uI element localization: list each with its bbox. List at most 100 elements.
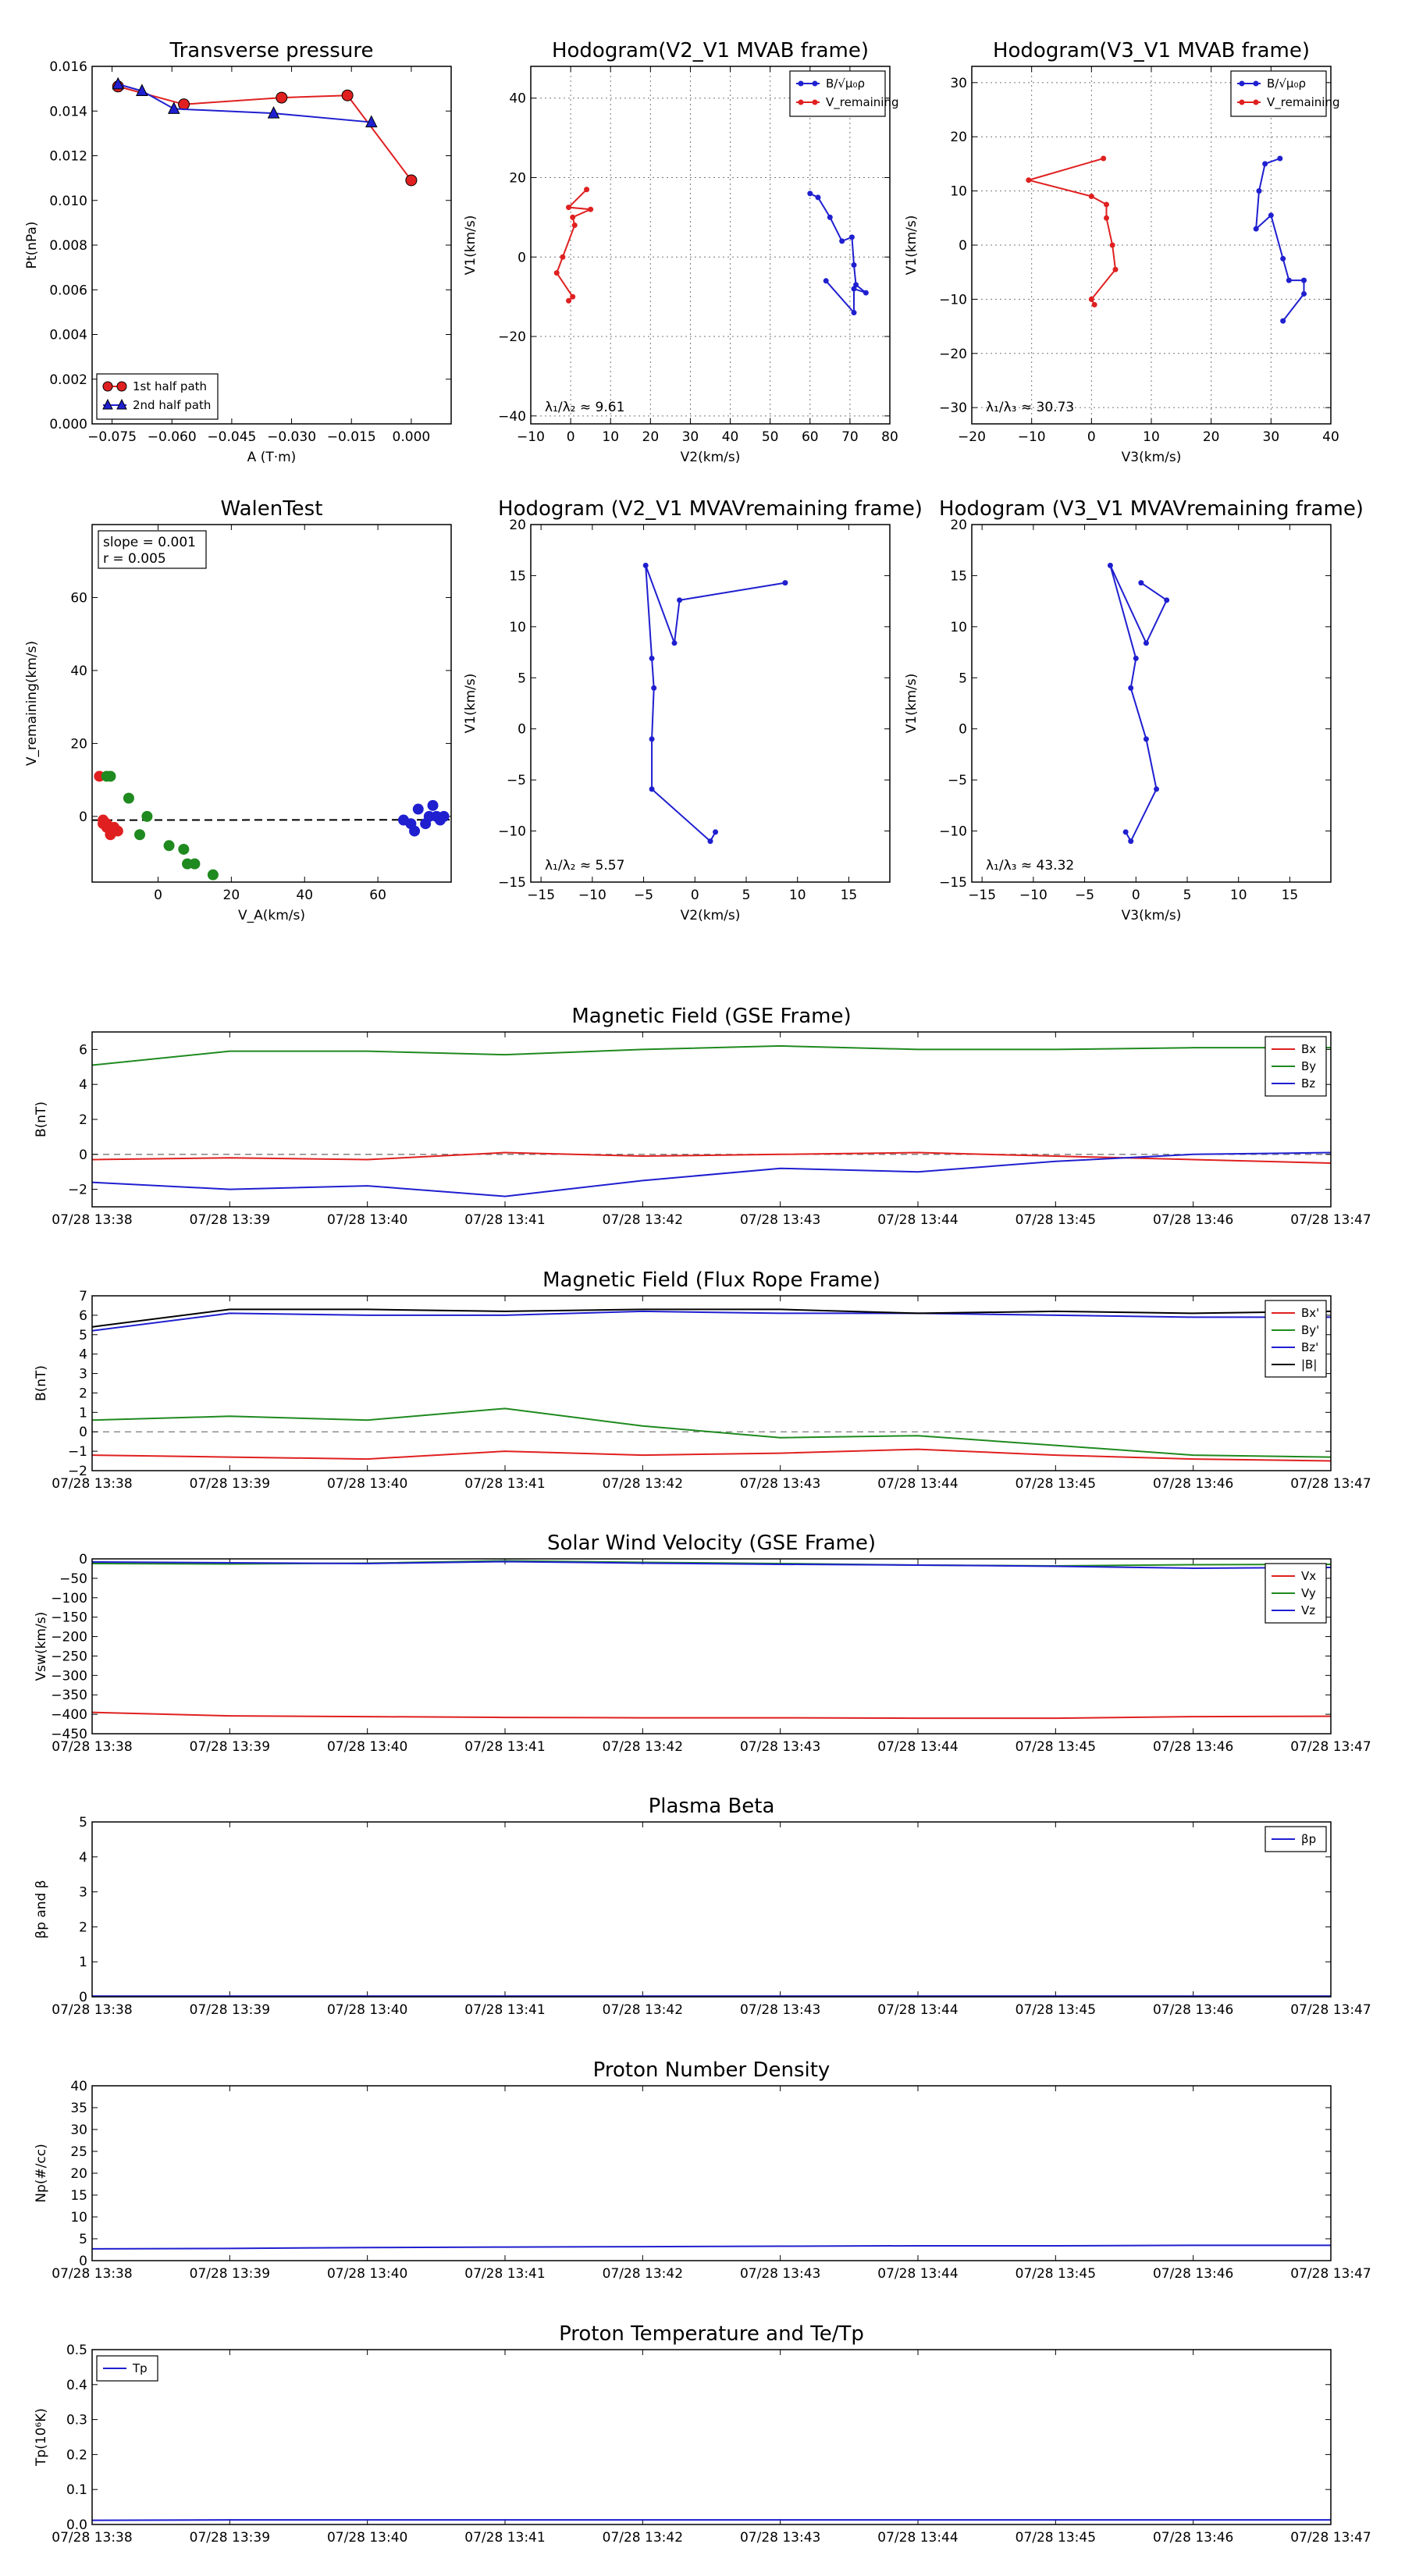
y-tick-label: 25 xyxy=(70,2144,87,2160)
chart-np: Proton Number Density07/28 13:38 07/28 13… xyxy=(34,2058,1371,2282)
y-tick-label: −50 xyxy=(59,1571,87,1587)
y-tick-label: 0 xyxy=(959,238,967,254)
data-point-b- xyxy=(1262,161,1268,166)
x-tick-label: −10 xyxy=(578,888,606,903)
x-tick-label: 07/28 13:47 xyxy=(1290,1212,1371,1228)
y-tick-label: 0 xyxy=(79,1990,87,2005)
y-axis-label: Np(#/cc) xyxy=(34,2144,49,2202)
data-point-b- xyxy=(827,215,833,220)
data-point-series-1 xyxy=(178,844,189,855)
x-tick-label: 07/28 13:40 xyxy=(327,2266,407,2282)
y-tick-label: 0.008 xyxy=(49,238,87,254)
data-point-1st-half-path xyxy=(342,90,353,101)
y-tick-label: 10 xyxy=(509,620,526,635)
data-point-b- xyxy=(1277,155,1282,161)
y-tick-label: 5 xyxy=(959,671,967,686)
y-tick-label: −10 xyxy=(498,824,526,840)
x-tick-label: 07/28 13:46 xyxy=(1153,2266,1233,2282)
y-tick-label: −450 xyxy=(51,1727,87,1742)
y-tick-label: 4 xyxy=(79,1347,87,1363)
x-tick-label: 07/28 13:46 xyxy=(1153,1212,1233,1228)
plot-frame xyxy=(92,2350,1331,2524)
data-point-b- xyxy=(1301,291,1307,297)
x-tick-label: 0 xyxy=(691,888,699,903)
legend: B/√μ₀ρV_remaining xyxy=(790,71,899,116)
x-tick-label: 07/28 13:44 xyxy=(877,1476,958,1492)
y-tick-label: 3 xyxy=(79,1885,87,1901)
series-line-vx xyxy=(92,1713,1331,1718)
x-tick-label: 07/28 13:41 xyxy=(464,1212,545,1228)
data-point-b- xyxy=(852,262,857,268)
y-tick-label: 0 xyxy=(79,1552,87,1567)
chart-bfr: Magnetic Field (Flux Rope Frame)07/28 13… xyxy=(34,1268,1371,1492)
chart-title: Proton Number Density xyxy=(593,2058,831,2082)
data-point-1st-half-path xyxy=(406,175,417,186)
y-tick-label: −350 xyxy=(51,1688,87,1703)
y-tick-label: 6 xyxy=(79,1308,87,1324)
x-tick-label: 07/28 13:40 xyxy=(327,2002,407,2018)
x-tick-label: 07/28 13:38 xyxy=(52,1212,132,1228)
y-tick-label: 0.012 xyxy=(49,149,87,165)
legend-marker-1st-half-path xyxy=(103,382,112,391)
y-tick-label: −10 xyxy=(939,292,967,308)
chart-title: Hodogram(V2_V1 MVAB frame) xyxy=(552,39,869,62)
x-tick-label: 07/28 13:45 xyxy=(1016,2002,1096,2018)
data-point-v-remaining xyxy=(566,298,571,304)
data-point-series-0 xyxy=(649,786,655,792)
x-tick-label: 07/28 13:47 xyxy=(1290,2266,1371,2282)
y-tick-label: 0 xyxy=(79,2254,87,2269)
y-tick-label: −10 xyxy=(939,824,967,840)
x-tick-label: 07/28 13:45 xyxy=(1016,1476,1096,1492)
data-point-v-remaining xyxy=(1101,155,1106,161)
x-tick-label: 07/28 13:47 xyxy=(1290,2002,1371,2018)
y-tick-label: 35 xyxy=(70,2101,87,2116)
y-tick-label: 5 xyxy=(79,2232,87,2247)
x-tick-label: 07/28 13:44 xyxy=(877,1212,958,1228)
data-point-series-1 xyxy=(208,870,219,881)
plot-area xyxy=(92,1309,1331,1461)
x-tick-label: 07/28 13:40 xyxy=(327,1212,407,1228)
x-tick-label: 07/28 13:38 xyxy=(52,1476,132,1492)
y-tick-label: 2 xyxy=(79,1386,87,1401)
y-tick-label: −40 xyxy=(498,409,526,425)
y-tick-label: 0.2 xyxy=(66,2447,87,2463)
chart-hr21: Hodogram (V2_V1 MVAVremaining frame)−15−… xyxy=(463,497,923,923)
data-point-v-remaining xyxy=(1110,243,1115,248)
x-tick-label: 07/28 13:41 xyxy=(464,1739,545,1755)
y-tick-label: 1 xyxy=(79,1955,87,1970)
x-tick-label: 30 xyxy=(1263,429,1280,445)
x-tick-label: 07/28 13:39 xyxy=(190,2530,270,2546)
legend-marker-v-remaining xyxy=(799,100,804,105)
chart-title: Solar Wind Velocity (GSE Frame) xyxy=(547,1532,876,1555)
y-tick-label: 60 xyxy=(70,590,87,606)
data-point-series-0 xyxy=(1128,838,1133,844)
data-point-v-remaining xyxy=(570,294,575,300)
x-tick-label: 07/28 13:45 xyxy=(1016,2530,1096,2546)
data-point-series-0 xyxy=(101,818,112,829)
x-tick-label: 07/28 13:39 xyxy=(190,2002,270,2018)
data-point-series-0 xyxy=(1144,736,1149,742)
y-tick-label: 20 xyxy=(950,518,967,533)
chart-title: WalenTest xyxy=(221,497,323,521)
y-tick-label: 15 xyxy=(950,568,967,584)
legend-label-b-: B/√μ₀ρ xyxy=(1267,76,1306,91)
data-point-series-0 xyxy=(672,640,678,646)
y-axis-label: B(nT) xyxy=(34,1101,49,1137)
data-point-v-remaining xyxy=(1104,201,1109,207)
x-tick-label: 07/28 13:43 xyxy=(740,2002,820,2018)
x-tick-label: 20 xyxy=(1203,429,1220,445)
data-point-v-remaining xyxy=(584,187,589,192)
series-line-2nd-half-path xyxy=(118,84,372,123)
legend-label-2nd-half-path: 2nd half path xyxy=(133,398,211,412)
data-point-b- xyxy=(852,310,857,315)
x-tick-label: 10 xyxy=(602,429,619,445)
data-point-v-remaining xyxy=(554,270,560,276)
y-tick-label: 20 xyxy=(70,2166,87,2182)
x-tick-label: 07/28 13:41 xyxy=(464,1476,545,1492)
y-tick-label: −200 xyxy=(51,1630,87,1646)
x-tick-label: 07/28 13:43 xyxy=(740,2530,820,2546)
x-tick-label: 07/28 13:47 xyxy=(1290,1476,1371,1492)
legend: Bx'By'Bz'|B| xyxy=(1265,1300,1326,1377)
data-point-b- xyxy=(1257,188,1262,194)
data-point-b- xyxy=(1280,318,1286,324)
